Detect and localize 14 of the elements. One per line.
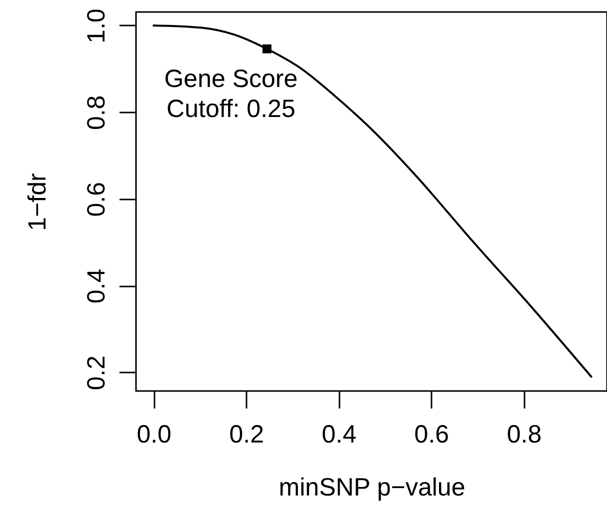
x-tick-label: 0.8 — [506, 420, 542, 448]
line-series — [152, 24, 592, 378]
y-tick-label: 0.6 — [82, 182, 110, 217]
y-tick-label: 0.4 — [82, 268, 110, 304]
x-tick-label: 0.2 — [229, 420, 264, 448]
y-tick-label: 1.0 — [82, 8, 110, 44]
x-tick-label: 0.4 — [322, 420, 357, 448]
x-tick-label: 0.0 — [136, 420, 172, 448]
y-axis-title: 1−fdr — [24, 173, 52, 231]
y-tick-label: 0.8 — [82, 95, 110, 130]
annotation: Gene Score Cutoff: 0.25 — [164, 64, 298, 123]
x-axis-title: minSNP p−value — [278, 474, 466, 502]
y-tick-label: 0.2 — [82, 355, 110, 390]
x-tick-label: 0.6 — [414, 420, 450, 448]
